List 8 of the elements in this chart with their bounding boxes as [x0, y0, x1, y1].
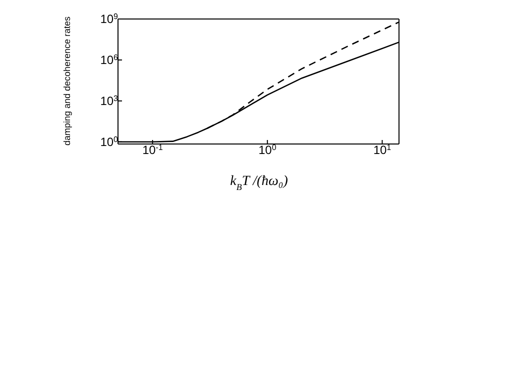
x-axis-title: k$_{B}$T /(ħω₀) — [230, 174, 288, 192]
x-tick-label: 10$^{0}$ — [258, 142, 277, 157]
y-tick-label: 10$^{3}$ — [100, 93, 119, 108]
x-tick-label: 10$^{1}$ — [373, 142, 392, 157]
x-tick-label: 10$^{-1}$ — [142, 142, 164, 157]
y-tick-label: 10$^{6}$ — [100, 52, 119, 67]
y-axis-title: damping and decoherence rates — [62, 16, 72, 146]
y-tick-label: 10$^{9}$ — [100, 12, 119, 26]
